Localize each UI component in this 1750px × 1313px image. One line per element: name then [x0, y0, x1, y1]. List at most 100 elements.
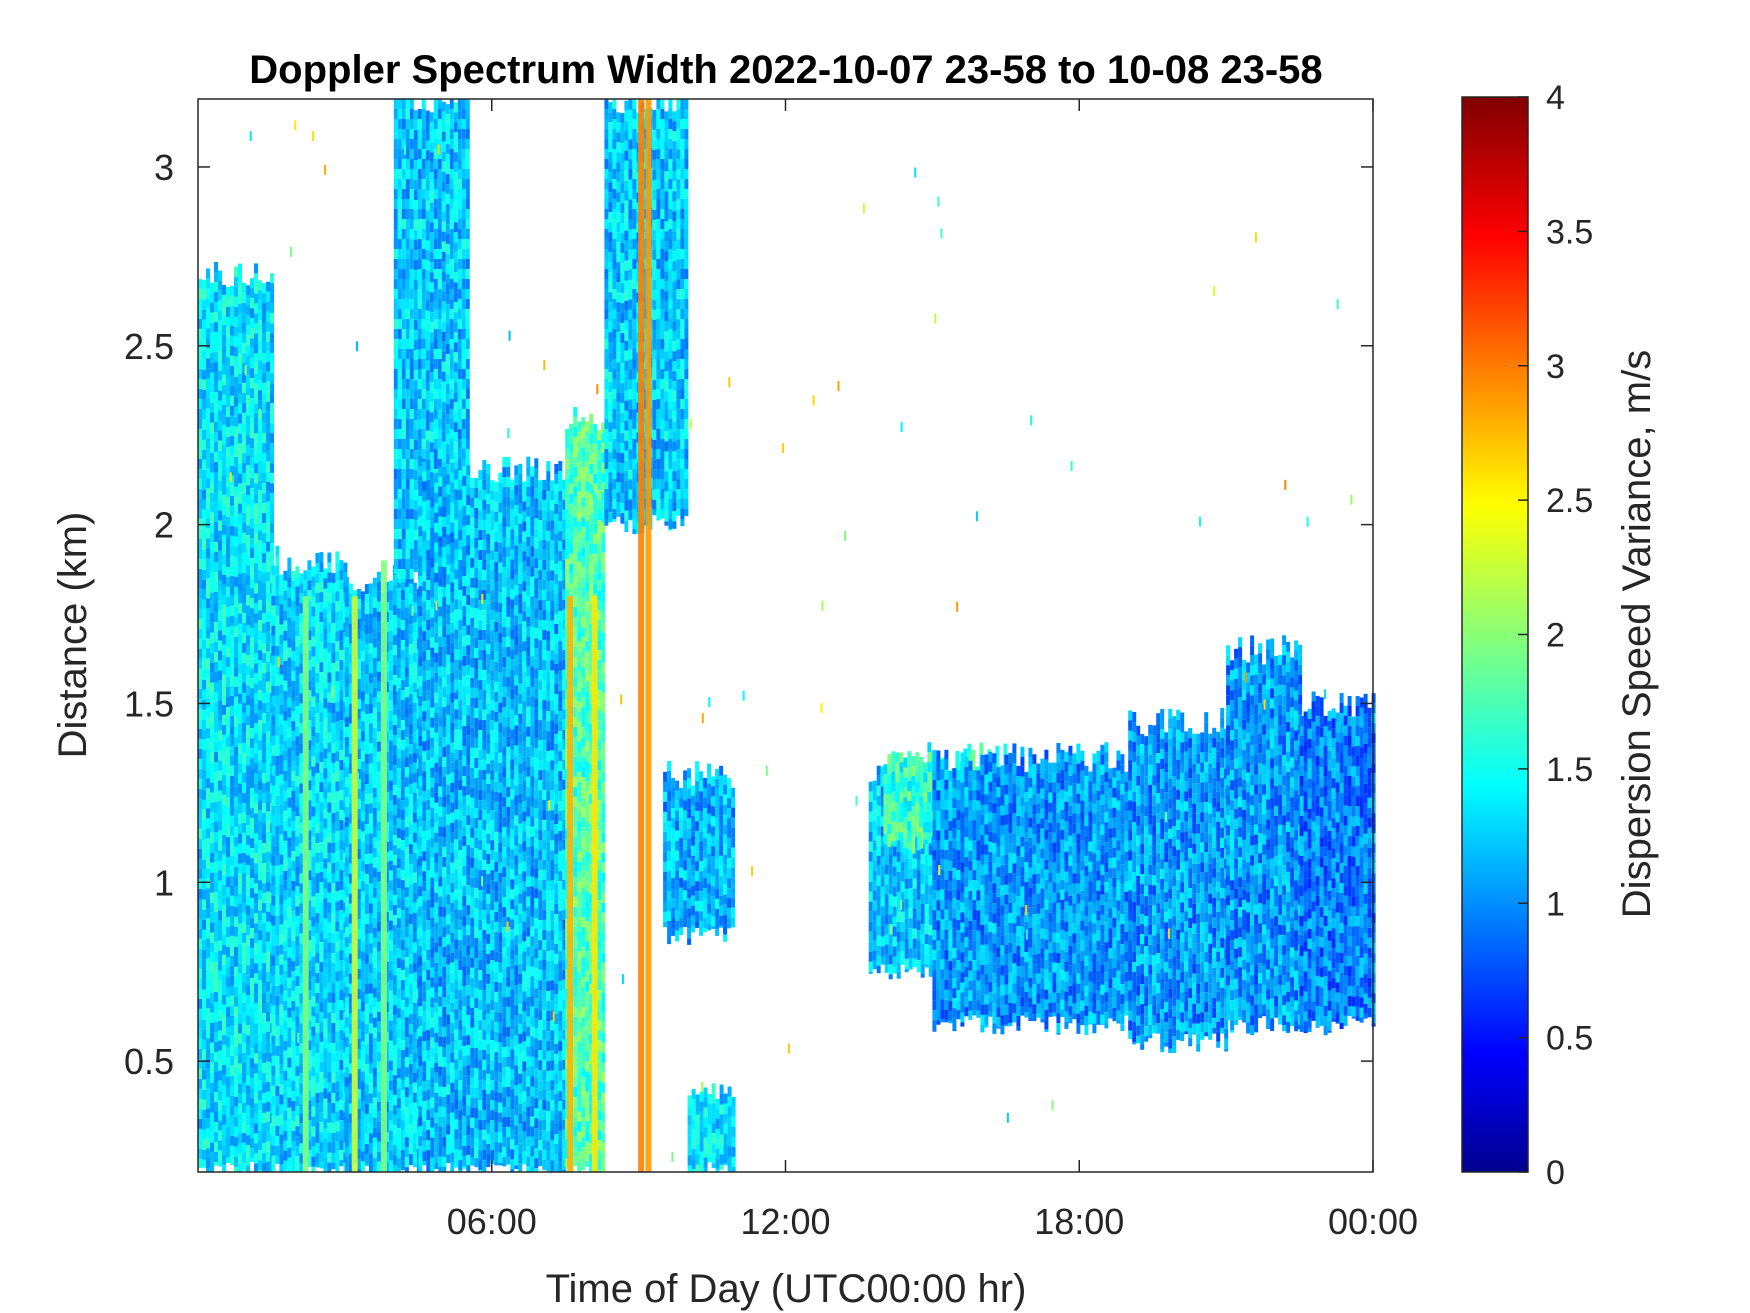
- heat-cell: [266, 891, 270, 902]
- heat-cell: [238, 393, 242, 404]
- heat-cell: [397, 319, 402, 329]
- heat-cell: [275, 1025, 280, 1036]
- heat-cell: [254, 573, 258, 584]
- heat-cell: [210, 732, 214, 743]
- heat-cell: [226, 1077, 230, 1087]
- heat-cell: [327, 1022, 332, 1033]
- heat-cell: [226, 997, 230, 1007]
- heat-cell: [198, 928, 202, 939]
- heat-cell: [360, 751, 365, 762]
- heat-cell: [413, 530, 418, 541]
- heat-cell: [250, 628, 254, 639]
- heat-cell: [254, 963, 258, 974]
- heat-cell: [218, 580, 222, 591]
- heat-cell: [372, 997, 377, 1008]
- heat-cell: [254, 743, 258, 754]
- heat-cell: [266, 921, 270, 932]
- heat-cell: [210, 1132, 214, 1143]
- heat-cell: [226, 607, 230, 617]
- heat-cell: [401, 539, 406, 549]
- heat-cell: [360, 961, 365, 972]
- heat-cell: [307, 1090, 312, 1101]
- heat-cell: [198, 398, 202, 409]
- heat-cell: [258, 460, 262, 471]
- heat-cell: [214, 412, 218, 422]
- heat-cell: [266, 491, 270, 502]
- heat-cell: [230, 525, 234, 536]
- heat-cell: [262, 1073, 266, 1084]
- heat-cell: [210, 622, 214, 633]
- heat-cell: [295, 886, 300, 897]
- heat-cell: [418, 606, 423, 617]
- heat-cell: [421, 119, 426, 129]
- heat-cell: [214, 392, 218, 402]
- heat-cell: [437, 289, 442, 299]
- heat-cell: [254, 833, 258, 844]
- heat-cell: [335, 561, 340, 572]
- heat-cell: [400, 690, 405, 701]
- heat-cell: [393, 139, 398, 149]
- heat-cell: [271, 1055, 276, 1066]
- heat-cell: [327, 902, 332, 913]
- heat-cell: [258, 670, 262, 681]
- heat-cell: [376, 941, 381, 952]
- heat-cell: [226, 497, 230, 507]
- heat-cell: [433, 289, 438, 299]
- heat-cell: [376, 1071, 381, 1082]
- heat-cell: [202, 339, 206, 350]
- heat-cell: [258, 570, 262, 581]
- heat-cell: [258, 970, 262, 981]
- heat-cell: [453, 442, 458, 453]
- heat-cell: [392, 635, 397, 646]
- heat-cell: [214, 542, 218, 552]
- heat-cell: [404, 867, 409, 878]
- heat-cell: [246, 1145, 250, 1156]
- heat-cell: [412, 1012, 417, 1023]
- heat-cell: [368, 643, 373, 654]
- heat-cell: [230, 565, 234, 576]
- heat-cell: [396, 698, 401, 709]
- heat-cell: [295, 846, 300, 857]
- heat-cell: [405, 99, 410, 109]
- heat-cell: [400, 730, 405, 741]
- heat-cell: [397, 459, 402, 469]
- heat-cell: [218, 460, 222, 471]
- heat-cell: [331, 653, 336, 663]
- heat-cell: [319, 932, 324, 943]
- heat-cell: [214, 282, 218, 292]
- heat-cell: [198, 608, 202, 619]
- heat-cell: [258, 690, 262, 701]
- heat-cell: [400, 1160, 405, 1171]
- heat-cell: [214, 842, 218, 852]
- heat-cell: [218, 840, 222, 851]
- heat-cell: [262, 1093, 266, 1104]
- heat-cell: [368, 933, 373, 944]
- heat-cell: [356, 1099, 361, 1109]
- heat-cell: [238, 413, 242, 424]
- heat-cell: [214, 1112, 218, 1122]
- heat-cell: [299, 873, 304, 884]
- heat-cell: [408, 904, 413, 915]
- heat-cell: [319, 1142, 324, 1153]
- heat-cell: [421, 359, 426, 369]
- heat-cell: [445, 364, 450, 375]
- heat-cell: [250, 998, 254, 1009]
- heat-cell: [331, 1163, 336, 1170]
- heat-cell: [465, 419, 470, 429]
- heat-cell: [311, 856, 316, 867]
- heat-cell: [408, 1054, 413, 1065]
- heat-cell: [396, 838, 401, 849]
- heat-cell: [258, 950, 262, 961]
- heat-cell: [335, 1041, 340, 1052]
- heat-cell: [230, 1065, 234, 1076]
- heat-cell: [226, 1017, 230, 1027]
- heat-cell: [311, 696, 316, 707]
- heat-cell: [465, 239, 470, 249]
- heat-cell: [372, 957, 377, 968]
- heat-cell: [412, 1062, 417, 1073]
- heat-cell: [412, 1032, 417, 1043]
- heat-cell: [465, 449, 470, 459]
- heat-cell: [348, 763, 353, 774]
- heat-cell: [234, 446, 238, 457]
- heat-cell: [396, 998, 401, 1009]
